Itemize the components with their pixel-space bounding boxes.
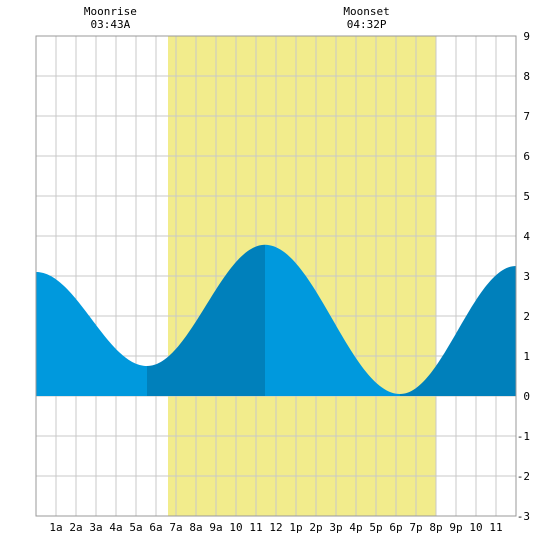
x-axis-labels: 1a 2a 3a 4a 5a 6a 7a 8a 9a 10 11 12 1p 2p 3p 4p 5p 6p 7p 8p… [49, 521, 502, 534]
y-tick-label: 8 [523, 70, 530, 83]
x-tick-label: 12 [269, 521, 282, 534]
x-tick-label: 9p [449, 521, 462, 534]
x-tick-label: 3p [329, 521, 342, 534]
x-tick-label: 6a [149, 521, 162, 534]
y-axis-labels: -3 -2 -1 0 1 2 3 4 5 6 7 8 9 [517, 30, 531, 523]
y-tick-label: 7 [523, 110, 530, 123]
y-tick-label: 2 [523, 310, 530, 323]
x-tick-label: 2p [309, 521, 322, 534]
y-tick-label: 3 [523, 270, 530, 283]
x-tick-label: 6p [389, 521, 402, 534]
x-tick-label: 11 [489, 521, 502, 534]
x-tick-label: 1p [289, 521, 302, 534]
y-tick-label: 1 [523, 350, 530, 363]
x-tick-label: 5p [369, 521, 382, 534]
y-tick-label: -3 [517, 510, 530, 523]
x-tick-label: 11 [249, 521, 262, 534]
y-tick-label: 9 [523, 30, 530, 43]
x-tick-label: 5a [129, 521, 142, 534]
x-tick-label: 7a [169, 521, 182, 534]
y-tick-label: 0 [523, 390, 530, 403]
annotation-time: 04:32P [347, 18, 387, 31]
annotation-title: Moonset [343, 5, 389, 18]
y-tick-label: -2 [517, 470, 530, 483]
x-tick-label: 9a [209, 521, 222, 534]
falling-tide-segment [265, 244, 400, 396]
x-tick-label: 8a [189, 521, 202, 534]
x-tick-label: 2a [69, 521, 82, 534]
tide-area [36, 244, 516, 396]
y-tick-label: -1 [517, 430, 530, 443]
x-tick-label: 8p [429, 521, 442, 534]
x-tick-label: 10 [469, 521, 482, 534]
plot-frame [35, 35, 517, 517]
annotation-time: 03:43A [91, 18, 131, 31]
y-tick-label: 5 [523, 190, 530, 203]
annotation-title: Moonrise [84, 5, 137, 18]
rising-tide-segment [400, 266, 516, 396]
x-tick-label: 7p [409, 521, 422, 534]
x-tick-label: 3a [89, 521, 102, 534]
rising-tide-segment [147, 244, 265, 396]
x-tick-label: 10 [229, 521, 242, 534]
x-tick-label: 4p [349, 521, 362, 534]
x-tick-label: 4a [109, 521, 122, 534]
falling-tide-segment [36, 272, 147, 396]
y-tick-label: 6 [523, 150, 530, 163]
y-tick-label: 4 [523, 230, 530, 243]
x-tick-label: 1a [49, 521, 62, 534]
